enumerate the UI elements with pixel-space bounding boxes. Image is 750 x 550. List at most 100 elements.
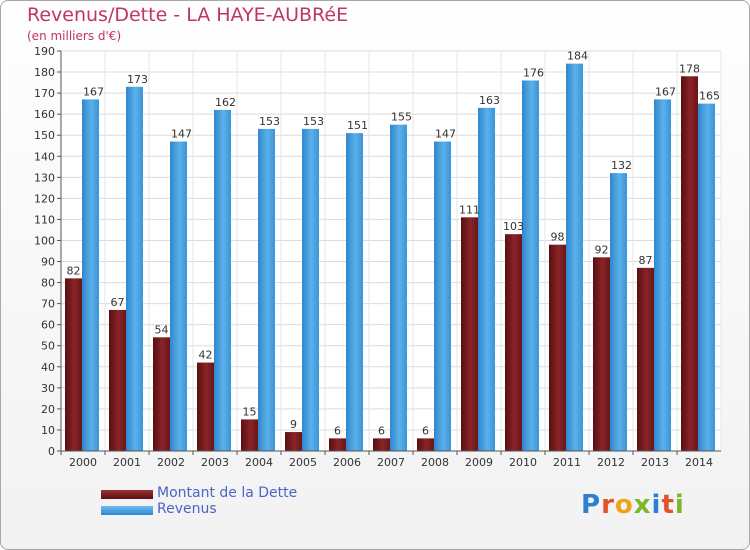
bar-revenus	[346, 133, 363, 451]
bar-revenus	[258, 128, 275, 451]
data-label: 132	[611, 159, 632, 172]
y-tick-label: 120	[34, 192, 55, 205]
data-label: 54	[155, 323, 169, 336]
bar-revenus	[390, 124, 407, 452]
bar-dette	[197, 362, 214, 451]
y-tick-label: 10	[41, 424, 55, 437]
logo-letter: i	[651, 490, 662, 520]
x-tick-label: 2010	[509, 456, 537, 469]
data-label: 82	[67, 264, 81, 277]
data-label: 173	[127, 73, 148, 86]
logo-letter: x	[633, 490, 652, 520]
y-tick-label: 80	[41, 277, 55, 290]
bar-revenus	[698, 103, 715, 451]
bar-revenus	[214, 109, 231, 452]
legend-swatch-dette	[101, 490, 153, 499]
bar-revenus	[302, 128, 319, 451]
data-label: 103	[503, 220, 524, 233]
y-tick-label: 180	[34, 66, 55, 79]
x-tick-label: 2014	[685, 456, 713, 469]
data-label: 176	[523, 66, 544, 79]
y-tick-label: 110	[34, 213, 55, 226]
y-tick-label: 190	[34, 45, 55, 58]
data-label: 67	[111, 296, 125, 309]
bar-dette	[593, 257, 610, 451]
data-label: 147	[435, 128, 456, 141]
data-label: 167	[83, 85, 104, 98]
y-tick-label: 130	[34, 171, 55, 184]
y-tick-label: 30	[41, 382, 55, 395]
y-tick-label: 0	[48, 445, 55, 458]
y-tick-label: 90	[41, 256, 55, 269]
data-label: 92	[595, 243, 609, 256]
x-tick-label: 2004	[245, 456, 273, 469]
data-label: 153	[259, 115, 280, 128]
y-tick-label: 40	[41, 361, 55, 374]
bar-dette	[153, 337, 170, 451]
x-tick-label: 2002	[157, 456, 185, 469]
data-label: 15	[243, 405, 257, 418]
bar-dette	[373, 438, 390, 451]
y-tick-label: 160	[34, 108, 55, 121]
bar-revenus	[434, 141, 451, 452]
data-label: 155	[391, 111, 412, 124]
data-label: 162	[215, 96, 236, 109]
x-tick-label: 2008	[421, 456, 449, 469]
legend-label-dette: Montant de la Dette	[157, 485, 298, 501]
data-label: 184	[567, 50, 588, 63]
y-tick-label: 140	[34, 150, 55, 163]
bar-dette	[681, 76, 698, 452]
y-tick-label: 20	[41, 403, 55, 416]
data-label: 151	[347, 119, 368, 132]
data-label: 163	[479, 94, 500, 107]
bar-revenus	[566, 63, 583, 451]
y-tick-label: 60	[41, 319, 55, 332]
data-label: 178	[679, 62, 700, 75]
bar-revenus	[478, 107, 495, 451]
bar-revenus	[82, 99, 99, 451]
x-tick-label: 2009	[465, 456, 493, 469]
bar-dette	[65, 278, 82, 451]
y-tick-label: 100	[34, 234, 55, 247]
bar-dette	[505, 234, 522, 451]
x-tick-label: 2006	[333, 456, 361, 469]
logo-letter: t	[661, 490, 675, 520]
y-tick-label: 70	[41, 298, 55, 311]
y-tick-label: 50	[41, 340, 55, 353]
bar-dette	[549, 244, 566, 451]
data-label: 87	[639, 254, 653, 267]
proxiti-logo: Proxiti	[581, 490, 685, 520]
chart-subtitle: (en milliers d'€)	[27, 29, 122, 43]
x-tick-label: 2000	[69, 456, 97, 469]
bar-revenus	[170, 141, 187, 452]
data-label: 98	[551, 231, 565, 244]
chart-title: Revenus/Dette - LA HAYE-AUBRéE	[27, 4, 349, 26]
data-label: 6	[334, 424, 341, 437]
x-tick-label: 2007	[377, 456, 405, 469]
x-tick-label: 2013	[641, 456, 669, 469]
x-tick-label: 2011	[553, 456, 581, 469]
x-tick-label: 2001	[113, 456, 141, 469]
logo-letter: P	[581, 490, 602, 520]
bar-dette	[241, 419, 258, 451]
bar-dette	[637, 267, 654, 451]
bar-revenus	[654, 99, 671, 451]
bar-revenus	[126, 86, 143, 451]
bar-dette	[109, 309, 126, 451]
logo-letter: r	[601, 490, 615, 520]
logo-letter: i	[674, 490, 685, 520]
data-label: 42	[199, 349, 213, 362]
logo-letter: o	[614, 490, 634, 520]
data-label: 9	[290, 418, 297, 431]
data-label: 147	[171, 128, 192, 141]
data-label: 165	[699, 90, 720, 103]
bar-dette	[417, 438, 434, 451]
bar-dette	[285, 432, 302, 451]
data-label: 111	[459, 203, 480, 216]
bar-revenus	[522, 80, 539, 451]
data-label: 153	[303, 115, 324, 128]
data-label: 167	[655, 85, 676, 98]
bar-dette	[329, 438, 346, 451]
